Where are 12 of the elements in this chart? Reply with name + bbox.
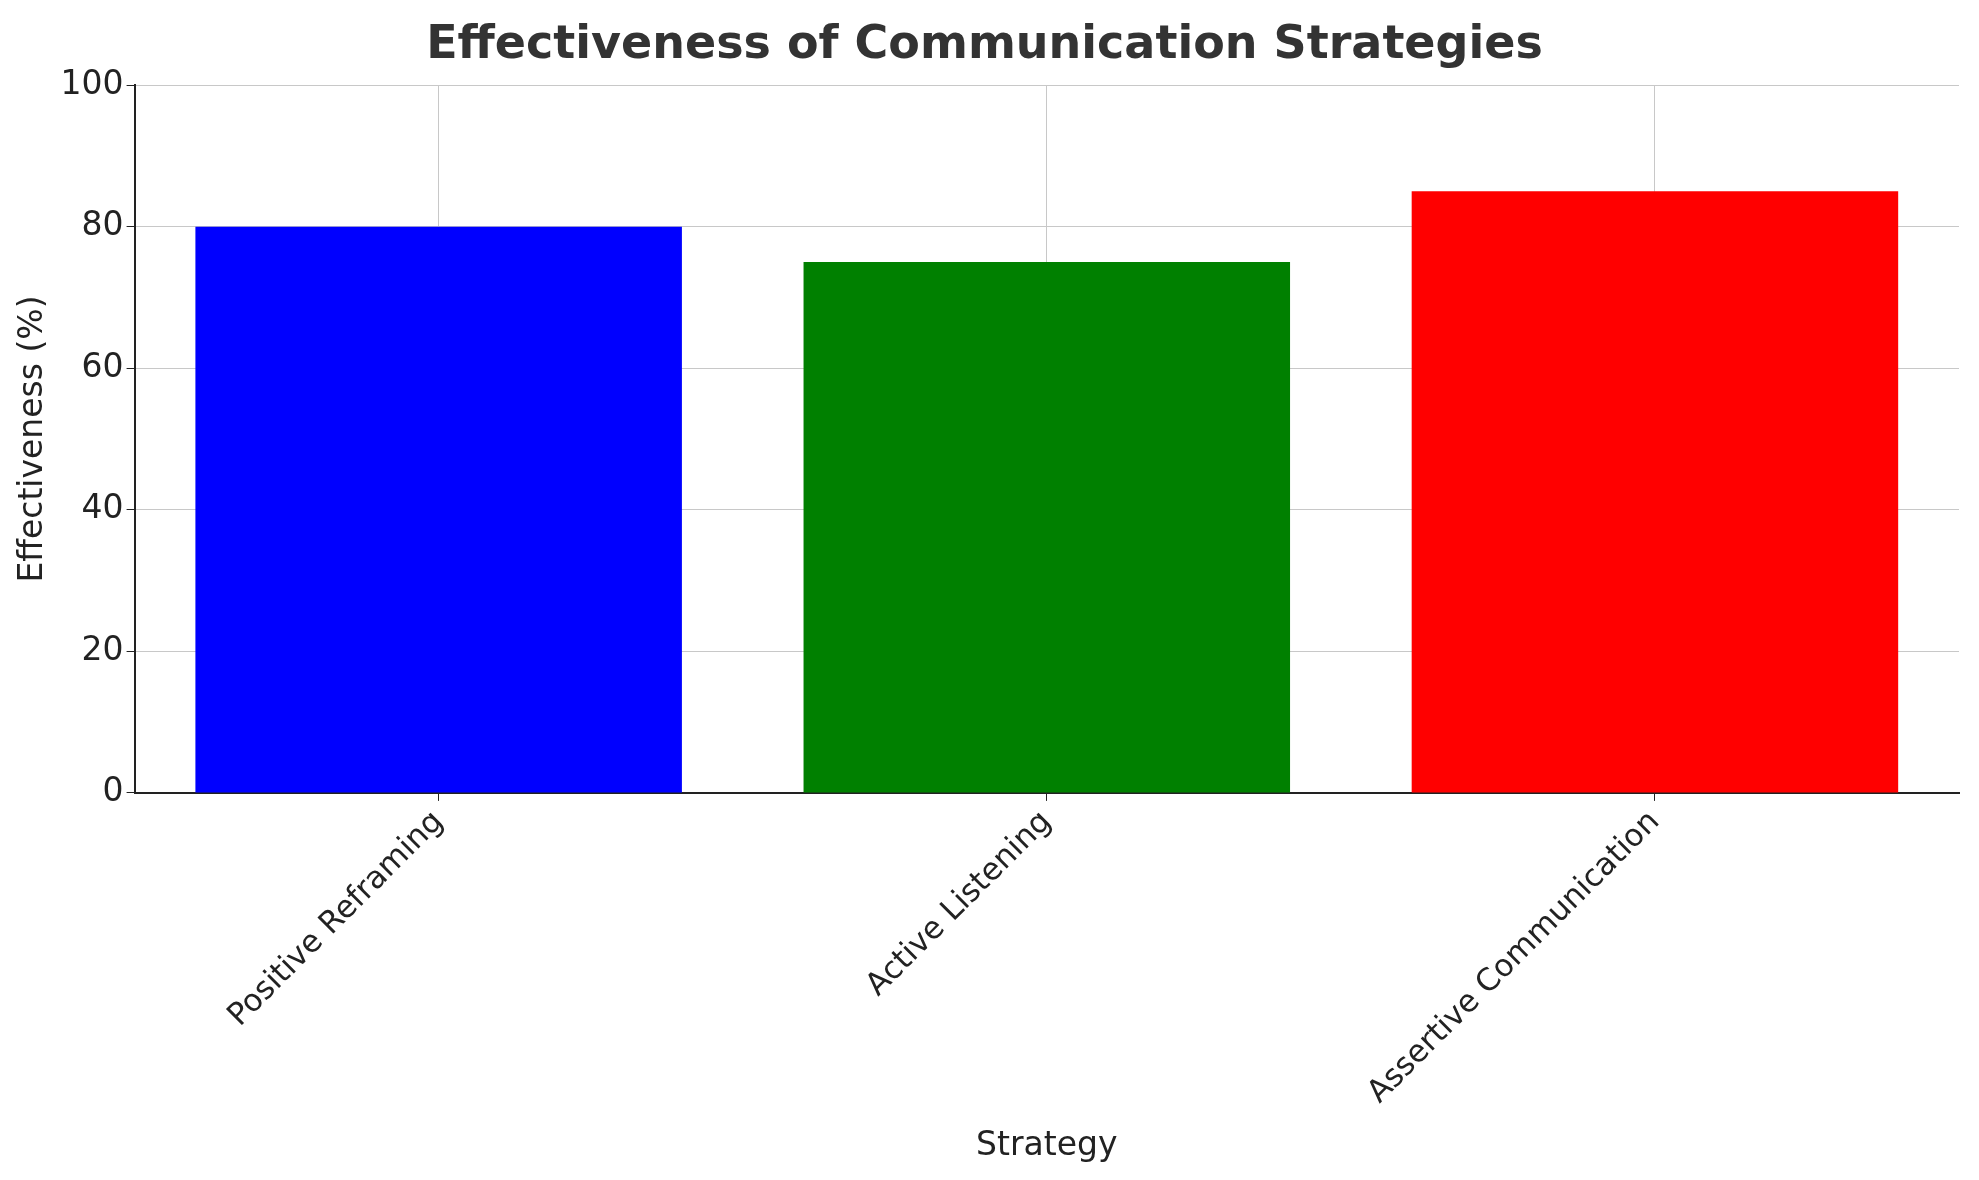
x-axis-title: Strategy [976, 1123, 1118, 1163]
y-tick-label: 40 [81, 487, 124, 527]
bar [803, 262, 1291, 793]
y-tick-label: 20 [81, 628, 124, 668]
y-tick-label: 80 [81, 204, 124, 244]
bar [195, 226, 682, 793]
bar [1411, 191, 1899, 793]
y-axis-title: Effectiveness (%) [11, 295, 51, 583]
chart-title: Effectiveness of Communication Strategies [426, 14, 1543, 69]
y-tick-label: 0 [102, 770, 124, 810]
y-tick-label: 60 [81, 345, 124, 385]
y-tick-label: 100 [60, 62, 124, 102]
